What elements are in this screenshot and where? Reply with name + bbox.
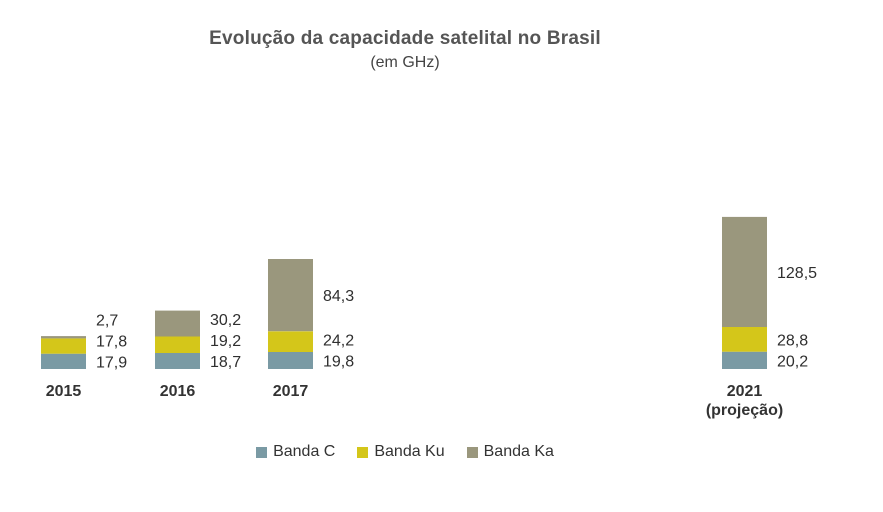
value-label-banda-ka-2016: 30,2 bbox=[210, 312, 241, 329]
bar-banda-ka-2015 bbox=[41, 336, 86, 339]
category-label-2017: 2017 bbox=[273, 383, 309, 400]
bar-banda-c-2015 bbox=[41, 353, 86, 369]
chart-legend: Banda C Banda Ku Banda Ka bbox=[0, 443, 810, 461]
category-label-2016: 2016 bbox=[160, 383, 196, 400]
bar-banda-c-2021 bbox=[722, 351, 767, 369]
bar-banda-ku-2021 bbox=[722, 327, 767, 352]
category-label-2015: 2015 bbox=[46, 383, 82, 400]
legend-label-banda-ka: Banda Ka bbox=[483, 443, 554, 460]
legend-item-banda-ku: Banda Ku bbox=[357, 443, 445, 461]
legend-swatch-banda-c bbox=[256, 446, 268, 458]
value-label-banda-ka-2015: 2,7 bbox=[96, 312, 118, 329]
value-label-banda-ka-2021: 128,5 bbox=[777, 265, 817, 282]
category-label-2021: 2021 bbox=[727, 383, 763, 400]
category-label-2021-note: (projeção) bbox=[706, 402, 783, 419]
value-label-banda-ka-2017: 84,3 bbox=[323, 288, 354, 305]
bar-banda-ka-2017 bbox=[268, 259, 313, 332]
legend-label-banda-c: Banda C bbox=[273, 443, 336, 460]
value-label-banda-ku-2017: 24,2 bbox=[323, 333, 354, 350]
chart-title: Evolução da capacidade satelital no Bras… bbox=[209, 28, 601, 49]
legend-swatch-banda-ka bbox=[466, 446, 478, 458]
value-label-banda-ku-2016: 19,2 bbox=[210, 333, 241, 350]
chart-title-block: Evolução da capacidade satelital no Bras… bbox=[0, 28, 810, 72]
legend-item-banda-ka: Banda Ka bbox=[466, 443, 554, 461]
bar-banda-ku-2017 bbox=[268, 331, 313, 352]
chart-subtitle: (em GHz) bbox=[370, 54, 440, 71]
legend-item-banda-c: Banda C bbox=[256, 443, 335, 461]
value-label-banda-c-2017: 19,8 bbox=[323, 354, 354, 371]
legend-swatch-banda-ku bbox=[357, 446, 369, 458]
bar-banda-ka-2016 bbox=[155, 310, 200, 337]
value-label-banda-ku-2021: 28,8 bbox=[777, 332, 808, 349]
bar-banda-ku-2016 bbox=[155, 336, 200, 353]
bar-banda-ku-2015 bbox=[41, 338, 86, 354]
legend-label-banda-ku: Banda Ku bbox=[374, 443, 445, 460]
bar-banda-c-2016 bbox=[155, 353, 200, 369]
bar-banda-c-2017 bbox=[268, 352, 313, 369]
value-label-banda-c-2015: 17,9 bbox=[96, 354, 127, 371]
bar-banda-ka-2021 bbox=[722, 216, 767, 327]
value-label-banda-ku-2015: 17,8 bbox=[96, 333, 127, 350]
value-label-banda-c-2016: 18,7 bbox=[210, 354, 241, 371]
value-label-banda-c-2021: 20,2 bbox=[777, 353, 808, 370]
